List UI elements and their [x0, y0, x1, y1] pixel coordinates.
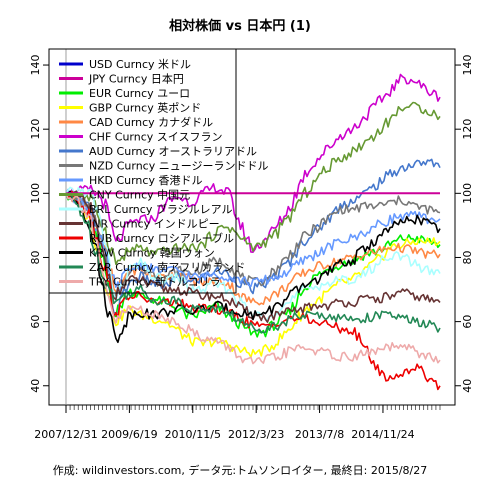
x-tick-label: 2007/12/31	[34, 428, 97, 441]
legend-entry: KRW Curncy 韓国ウォン	[89, 247, 215, 260]
y-tick-label-left: 60	[29, 315, 42, 329]
series-line-zar	[65, 192, 441, 334]
x-tick-label: 2012/3/23	[228, 428, 284, 441]
chart-title: 相対株価 vs 日本円 (1)	[169, 18, 311, 34]
legend-box	[48, 48, 237, 294]
x-tick-label: 2010/11/5	[165, 428, 221, 441]
y-tick-label-right: 60	[461, 315, 474, 329]
legend-entry: GBP Curncy 英ポンド	[89, 101, 201, 115]
x-tick-label: 2014/11/24	[351, 428, 414, 441]
legend-entry: USD Curncy 米ドル	[89, 58, 191, 71]
legend-entry: BRL Curncy ブラジルレアル	[89, 202, 233, 216]
legend-entry: INR Curncy インドルピー	[89, 218, 220, 231]
y-tick-label-left: 100	[29, 183, 42, 204]
legend-entry: AUD Curncy オーストラリアドル	[89, 145, 257, 158]
legend-entry: EUR Curncy ユーロ	[89, 87, 190, 100]
legend-entry: CHF Curncy スイスフラン	[89, 131, 222, 144]
legend-entry: CNY Curncy 中国元	[89, 189, 190, 202]
legend-entry: CAD Curncy カナダドル	[89, 115, 213, 129]
x-tick-label: 2013/7/8	[295, 428, 344, 441]
series-line-rub	[65, 190, 441, 391]
y-tick-label-right: 100	[461, 183, 474, 204]
series-line-chf	[65, 73, 441, 253]
legend-entry: JPY Curncy 日本円	[88, 72, 184, 86]
y-tick-label-right: 140	[461, 55, 474, 76]
legend-entry: RUB Curncy ロシアルーブル	[89, 231, 234, 245]
series-line-try	[65, 193, 441, 365]
chart-caption: 作成: wildinvestors.com, データ元:トムソンロイター, 最終…	[53, 463, 427, 477]
legend-entry: TRY Curncy 新トルコリラ	[88, 275, 221, 289]
series-line-aud	[65, 158, 441, 318]
y-tick-label-right: 40	[461, 379, 474, 393]
legend-entry: HKD Curncy 香港ドル	[89, 174, 202, 187]
axes-layer: 40 40 60 60 80 80 100 100 120 120 140 140 2007/12/31…	[29, 49, 474, 441]
x-tick-label: 2009/6/19	[101, 428, 157, 441]
series-layer	[65, 73, 441, 391]
y-tick-label-left: 120	[29, 119, 42, 140]
series-line-cny	[65, 101, 441, 265]
y-tick-label-right: 120	[461, 119, 474, 140]
legend-entry: NZD Curncy ニュージーランドドル	[89, 160, 269, 173]
legend-entry: ZAR Curncy 南アフリカランド	[89, 261, 245, 274]
y-tick-label-left: 40	[29, 379, 42, 393]
y-tick-label-right: 80	[461, 250, 474, 264]
y-tick-label-left: 140	[29, 55, 42, 76]
y-tick-label-left: 80	[29, 250, 42, 264]
series-line-krw	[65, 190, 441, 344]
